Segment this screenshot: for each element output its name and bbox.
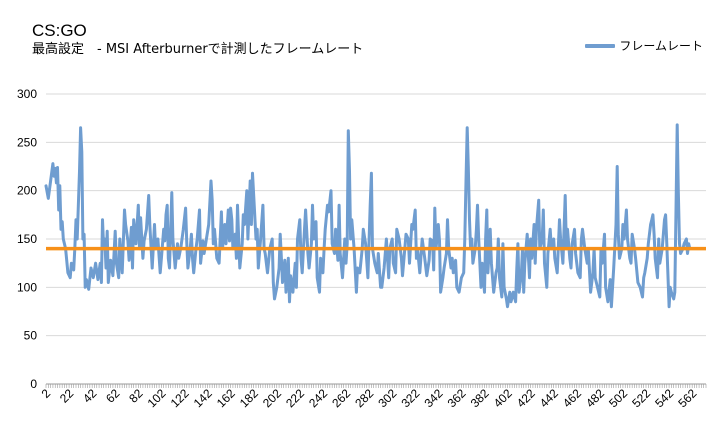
chart-subtitle: 最高設定 - MSI Afterburnerで計測したフレームレート <box>32 42 364 57</box>
x-tick-label: 282 <box>352 386 376 410</box>
x-tick-label: 482 <box>583 386 607 410</box>
x-tick-label: 382 <box>468 386 492 410</box>
x-tick-label: 122 <box>168 386 192 410</box>
x-tick-label: 62 <box>103 386 123 406</box>
y-tick-label: 100 <box>17 280 37 294</box>
x-tick-label: 462 <box>560 386 584 410</box>
x-tick-label: 362 <box>445 386 469 410</box>
x-tick-label: 22 <box>57 386 77 406</box>
x-tick-label: 42 <box>80 386 100 406</box>
x-tick-label: 142 <box>191 386 215 410</box>
x-tick-label: 302 <box>375 386 399 410</box>
x-tick-label: 402 <box>491 386 515 410</box>
legend-label: フレームレート <box>619 39 703 53</box>
x-tick-label: 262 <box>329 386 353 410</box>
y-tick-label: 0 <box>30 377 37 391</box>
x-tick-label: 342 <box>422 386 446 410</box>
y-tick-label: 200 <box>17 184 37 198</box>
y-tick-label: 150 <box>17 232 37 246</box>
x-tick-label: 522 <box>629 386 653 410</box>
y-tick-label: 50 <box>24 329 38 343</box>
x-tick-label: 442 <box>537 386 561 410</box>
series-line-framerate <box>44 123 692 309</box>
x-tick-label: 502 <box>606 386 630 410</box>
y-tick-label: 300 <box>17 87 37 101</box>
x-tick-label: 222 <box>283 386 307 410</box>
x-tick-label: 542 <box>652 386 676 410</box>
x-tick-label: 2 <box>39 386 54 401</box>
x-tick-label: 102 <box>145 386 169 410</box>
legend: フレームレート <box>585 37 703 54</box>
x-tick-label: 162 <box>214 386 238 410</box>
x-tick-label: 182 <box>237 386 261 410</box>
legend-swatch <box>585 43 616 48</box>
y-tick-label: 250 <box>17 135 37 149</box>
x-tick-label: 422 <box>514 386 538 410</box>
x-tick-label: 202 <box>260 386 284 410</box>
x-tick-label: 82 <box>126 386 146 406</box>
x-tick-label: 322 <box>398 386 422 410</box>
x-tick-label: 242 <box>306 386 330 410</box>
x-tick-label: 562 <box>675 386 699 410</box>
chart-title: CS:GO <box>32 21 87 40</box>
